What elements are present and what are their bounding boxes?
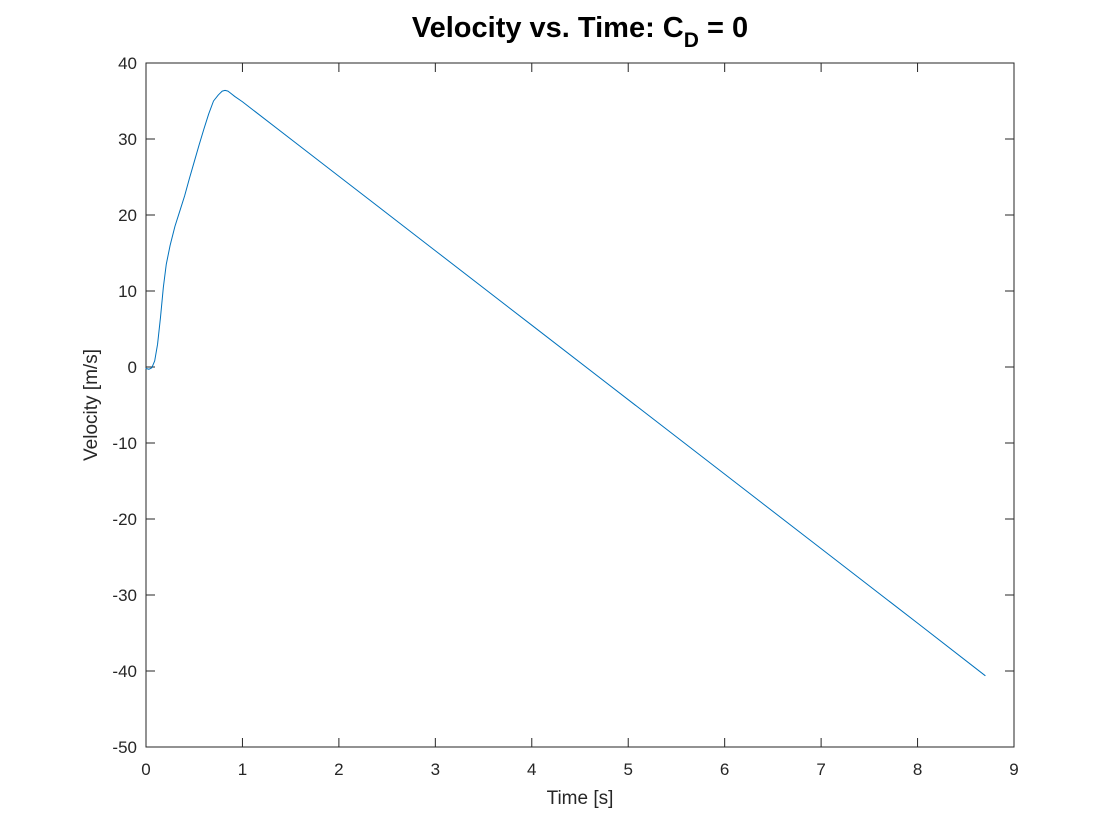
y-tick-label: 40 (118, 54, 137, 73)
x-tick-label: 7 (816, 760, 825, 779)
x-tick-label: 8 (913, 760, 922, 779)
series-layer (145, 89, 986, 677)
velocity-series-line (145, 89, 986, 677)
y-tick-label: 0 (128, 358, 137, 377)
y-tick-label: 30 (118, 130, 137, 149)
x-tick-label: 3 (431, 760, 440, 779)
x-tick-label: 0 (141, 760, 150, 779)
y-tick-label: -10 (112, 434, 137, 453)
y-axis-label: Velocity [m/s] (81, 349, 102, 461)
axis-ticks: 0 1 2 3 4 5 6 7 8 9 -50 -40 -30 -20 -10 0 10 20 30 40 (112, 54, 1018, 779)
chart-title: Velocity vs. Time: CD = 0 (412, 12, 748, 52)
y-tick-label: 20 (118, 206, 137, 225)
x-tick-label: 9 (1009, 760, 1018, 779)
x-axis-label: Time [s] (547, 788, 614, 809)
y-tick-label: -20 (112, 510, 137, 529)
y-tick-label: -50 (112, 738, 137, 757)
y-tick-label: 10 (118, 282, 137, 301)
x-tick-label: 2 (334, 760, 343, 779)
y-tick-label: -40 (112, 662, 137, 681)
x-tick-label: 4 (527, 760, 536, 779)
x-tick-label: 6 (720, 760, 729, 779)
x-tick-label: 1 (238, 760, 247, 779)
x-tick-label: 5 (623, 760, 632, 779)
y-tick-label: -30 (112, 586, 137, 605)
plot-area (145, 62, 1015, 748)
